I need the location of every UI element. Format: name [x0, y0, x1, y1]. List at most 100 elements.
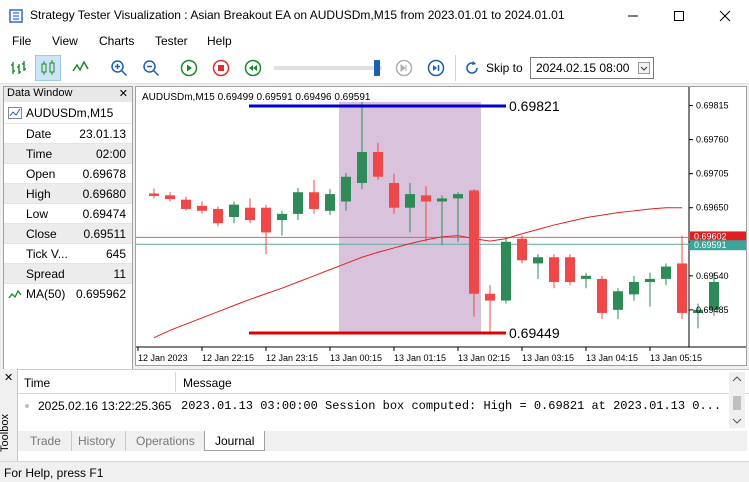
- data-row-low: Low 0.69474: [4, 203, 132, 223]
- candle-body: [229, 204, 239, 217]
- tab-trade[interactable]: Trade: [20, 431, 72, 451]
- data-row-label: High: [26, 187, 51, 201]
- data-row-value: 0.695962: [75, 287, 126, 301]
- chart-canvas[interactable]: 0.698150.697600.697050.696500.695950.695…: [136, 87, 747, 366]
- chart-line-icon: [8, 107, 22, 119]
- menu-help[interactable]: Help: [207, 34, 232, 48]
- skip-to-label: Skip to: [486, 61, 523, 75]
- price-tick-label: 0.69760: [696, 135, 729, 145]
- skip-to-button[interactable]: [459, 55, 485, 81]
- candle-body: [517, 238, 527, 261]
- log-bullet-icon: [25, 404, 29, 408]
- step-forward-button[interactable]: [391, 55, 417, 81]
- column-divider: [175, 372, 176, 392]
- data-window-symbol: AUDUSDm,M15: [26, 106, 114, 120]
- price-tick-label: 0.69815: [696, 101, 729, 111]
- candle-body: [533, 257, 543, 264]
- play-button[interactable]: [176, 55, 202, 81]
- stop-icon: [212, 59, 230, 77]
- calendar-dropdown-icon[interactable]: [638, 62, 650, 74]
- skip-date-value: 2024.02.15 08:00: [536, 61, 630, 75]
- data-row-value: 0.69474: [82, 207, 126, 221]
- stop-button[interactable]: [208, 55, 234, 81]
- time-tick-label: 12 Jan 22:15: [202, 353, 254, 363]
- speed-slider-track[interactable]: [274, 66, 382, 70]
- candle-body: [677, 263, 687, 313]
- candlestick-icon: [41, 60, 55, 75]
- data-window-title: Data Window: [7, 87, 73, 99]
- menu-charts[interactable]: Charts: [99, 34, 135, 48]
- menu-file[interactable]: File: [12, 34, 32, 48]
- candlestick-button[interactable]: [35, 55, 61, 81]
- rewind-button[interactable]: [240, 55, 266, 81]
- time-tick-label: 13 Jan 03:15: [522, 353, 574, 363]
- candle-body: [373, 152, 383, 177]
- data-window-panel: Data Window ✕ AUDUSDm,M15 Date 23.01.13 T…: [3, 86, 133, 370]
- data-row-label: Open: [26, 167, 56, 181]
- data-row-date: Date 23.01.13: [4, 123, 132, 143]
- data-row-label: Spread: [26, 267, 65, 281]
- data-row-tick-volume: Tick V... 645: [4, 243, 132, 263]
- close-button[interactable]: [702, 0, 748, 31]
- time-tick-label: 13 Jan 04:15: [586, 353, 638, 363]
- candle-body: [661, 266, 671, 279]
- bar-chart-button[interactable]: [5, 55, 31, 81]
- price-tick-label: 0.69485: [696, 305, 729, 315]
- tab-operations[interactable]: Operations: [126, 431, 206, 451]
- tab-journal[interactable]: Journal: [204, 431, 266, 451]
- time-tick-label: 12 Jan 2023: [138, 353, 188, 363]
- skip-date-input[interactable]: 2024.02.15 08:00: [530, 57, 654, 79]
- data-row-value: 23.01.13: [79, 127, 126, 141]
- candle-body: [165, 195, 175, 200]
- candle-body: [293, 192, 303, 214]
- zoom-out-button[interactable]: [138, 55, 164, 81]
- price-chart[interactable]: 0.698150.697600.697050.696500.695950.695…: [135, 86, 747, 366]
- column-time[interactable]: Time: [24, 376, 51, 390]
- candle-body: [181, 199, 191, 209]
- refresh-icon: [466, 61, 478, 74]
- candle-body: [469, 190, 479, 294]
- toolbox-close-icon[interactable]: ✕: [4, 372, 14, 384]
- candle-body: [709, 282, 719, 310]
- price-tick-label: 0.69705: [696, 169, 729, 179]
- title-bar: Strategy Tester Visualization : Asian Br…: [0, 0, 749, 31]
- indicator-icon: [8, 289, 22, 299]
- column-message[interactable]: Message: [183, 376, 232, 390]
- tab-history[interactable]: History: [68, 431, 127, 451]
- candle-body: [389, 182, 399, 208]
- session-low-label: 0.69449: [509, 325, 560, 341]
- rewind-icon: [244, 59, 262, 77]
- maximize-button[interactable]: [656, 0, 702, 31]
- zoom-in-button[interactable]: [106, 55, 132, 81]
- play-icon: [180, 59, 198, 77]
- line-chart-button[interactable]: [68, 55, 94, 81]
- candle-body: [325, 194, 335, 211]
- toolbox-label: Toolbox: [0, 414, 11, 452]
- step-forward-icon: [395, 59, 413, 77]
- candle-body: [261, 207, 271, 233]
- candle-body: [341, 176, 351, 202]
- data-row-label: MA(50): [26, 287, 66, 301]
- data-window-close-icon[interactable]: ✕: [118, 88, 128, 100]
- data-row-value: 02:00: [95, 147, 126, 161]
- status-text: For Help, press F1: [4, 466, 104, 480]
- skip-end-button[interactable]: [423, 55, 449, 81]
- status-bar: For Help, press F1: [0, 461, 749, 482]
- price-tick-label: 0.69540: [696, 271, 729, 281]
- menu-view[interactable]: View: [52, 34, 78, 48]
- menu-tester[interactable]: Tester: [155, 34, 188, 48]
- speed-slider-thumb[interactable]: [373, 60, 380, 76]
- data-row-spread: Spread 11: [4, 263, 132, 283]
- time-tick-label: 13 Jan 02:15: [458, 353, 510, 363]
- candle-body: [693, 309, 703, 313]
- candle-body: [213, 208, 223, 224]
- candle-body: [485, 293, 495, 301]
- minimize-button[interactable]: [610, 0, 656, 31]
- log-message: 2023.01.13 03:00:00 Session box computed…: [181, 399, 722, 413]
- candle-body: [549, 257, 559, 282]
- session-high-label: 0.69821: [509, 98, 560, 114]
- data-row-label: Tick V...: [26, 247, 68, 261]
- data-row-high: High 0.69680: [4, 183, 132, 203]
- journal-scrollbar[interactable]: [729, 372, 745, 428]
- time-tick-label: 13 Jan 01:15: [394, 353, 446, 363]
